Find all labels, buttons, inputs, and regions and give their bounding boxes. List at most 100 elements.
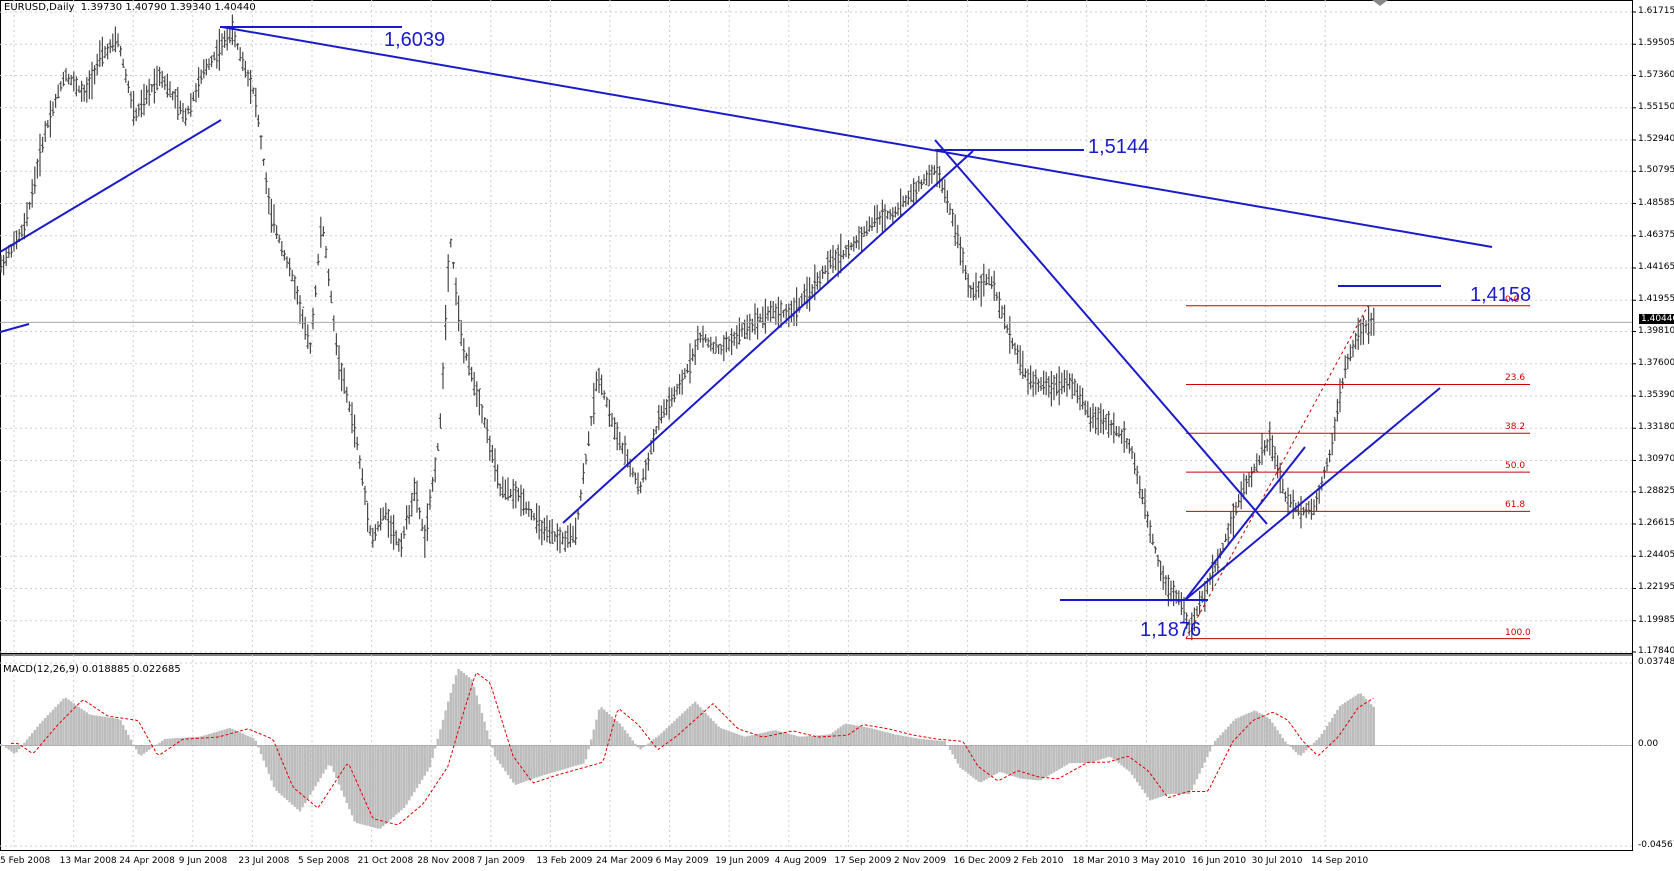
ohlc-bar — [59, 81, 63, 92]
ohlc-bar — [1010, 337, 1014, 349]
ohlc-bar — [100, 36, 104, 67]
ohlc-bar — [719, 343, 723, 355]
ohlc-bar — [1088, 407, 1092, 432]
ohlc-bar — [990, 276, 994, 289]
price-tick-label: 1.26615 — [1638, 518, 1674, 528]
ohlc-bar — [1307, 501, 1311, 515]
ohlc-bar — [1031, 371, 1035, 397]
ohlc-bar — [698, 332, 702, 343]
ohlc-bar — [1265, 438, 1269, 452]
symbol-header: EURUSD,Daily 1.39730 1.40790 1.39340 1.4… — [4, 2, 256, 13]
ohlc-bar — [1000, 305, 1004, 319]
fib-level-label: 100.0 — [1505, 627, 1531, 638]
ohlc-bar — [886, 210, 890, 220]
ohlc-bar — [249, 70, 253, 104]
ohlc-bar — [280, 241, 284, 257]
ohlc-bar — [1125, 438, 1129, 449]
trendline-descending-resistance — [221, 26, 1493, 248]
price-tick-label: 1.55150 — [1638, 101, 1674, 112]
ohlc-bar — [160, 70, 164, 88]
ohlc-bar — [384, 502, 388, 521]
date-tick-label: 23 Jul 2008 — [238, 856, 290, 866]
ohlc-bar — [30, 179, 34, 208]
ohlc-bar — [917, 175, 921, 192]
ohlc-bar — [46, 120, 50, 129]
ohlc-bar — [644, 459, 648, 481]
ohlc-bar — [389, 515, 393, 544]
ohlc-bar — [672, 386, 676, 403]
ohlc-bar — [1177, 590, 1181, 606]
ohlc-bar — [943, 179, 947, 203]
fib-level-label: 61.8 — [1505, 500, 1526, 511]
ohlc-bar — [987, 268, 991, 286]
price-tick-label: 1.48585 — [1638, 197, 1674, 208]
ohlc-bar — [1164, 575, 1168, 596]
ohlc-bar — [1153, 546, 1157, 554]
ohlc-bar — [477, 388, 481, 416]
ohlc-bar — [914, 181, 918, 204]
ohlc-bar — [1335, 399, 1339, 422]
ohlc-bar — [776, 296, 780, 329]
ohlc-bar — [875, 204, 879, 234]
ohlc-bar — [1122, 421, 1126, 453]
ohlc-bar — [314, 285, 318, 298]
ohlc-bar — [1179, 592, 1183, 616]
ohlc-bar — [184, 108, 188, 126]
ohlc-bar — [758, 313, 762, 323]
ohlc-bar — [680, 369, 684, 395]
ohlc-bar — [527, 501, 531, 517]
ohlc-bar — [605, 396, 609, 408]
ohlc-bar — [828, 249, 832, 269]
ohlc-bar — [927, 164, 931, 187]
ohlc-bar — [1320, 476, 1324, 491]
ohlc-bar — [376, 521, 380, 532]
ohlc-bar — [566, 525, 570, 548]
ohlc-bar — [433, 457, 437, 483]
ohlc-bar — [1083, 400, 1087, 416]
ohlc-bar — [347, 401, 351, 413]
ohlc-bar — [363, 485, 367, 505]
ohlc-bar — [706, 337, 710, 348]
ohlc-bar — [771, 301, 775, 319]
ohlc-bar — [1354, 332, 1358, 350]
ohlc-bar — [1283, 491, 1287, 502]
ohlc-bar — [1013, 342, 1017, 355]
ohlc-bar — [259, 135, 263, 150]
ohlc-bar — [540, 520, 544, 546]
ohlc-bar — [493, 448, 497, 482]
ohlc-bar — [1182, 596, 1186, 623]
ohlc-bar — [423, 524, 427, 558]
ohlc-bar — [178, 100, 182, 115]
ohlc-bar — [529, 509, 533, 521]
ohlc-bar — [1086, 401, 1090, 418]
ohlc-bar — [1351, 339, 1355, 358]
ohlc-bar — [1169, 580, 1173, 602]
ohlc-bar — [1062, 370, 1066, 393]
ohlc-bar — [1078, 385, 1082, 411]
ohlc-bar — [399, 532, 403, 557]
ohlc-bar — [753, 303, 757, 335]
ohlc-bar — [969, 285, 973, 298]
ohlc-bar — [1304, 503, 1308, 519]
ohlc-bar — [789, 300, 793, 323]
fib-level-label: 50.0 — [1505, 461, 1526, 472]
ohlc-bar — [282, 250, 286, 261]
ohlc-bar — [925, 170, 929, 186]
ohlc-bar — [446, 254, 450, 292]
ohlc-bar — [410, 492, 414, 517]
ohlc-bar — [431, 477, 435, 492]
ohlc-bar — [685, 364, 689, 374]
ohlc-bar — [709, 336, 713, 352]
ohlc-bar — [1055, 373, 1059, 396]
ohlc-bar — [597, 367, 601, 394]
price-tick-label: 1.59505 — [1638, 38, 1674, 49]
ohlc-bar — [1299, 496, 1303, 529]
ohlc-bar — [787, 303, 791, 328]
ohlc-bar — [836, 244, 840, 278]
ohlc-bar — [818, 270, 822, 290]
ohlc-bar — [454, 277, 458, 306]
ohlc-bar — [769, 301, 773, 322]
ohlc-bar — [334, 333, 338, 356]
price-tick-label: 1.28825 — [1638, 485, 1674, 496]
